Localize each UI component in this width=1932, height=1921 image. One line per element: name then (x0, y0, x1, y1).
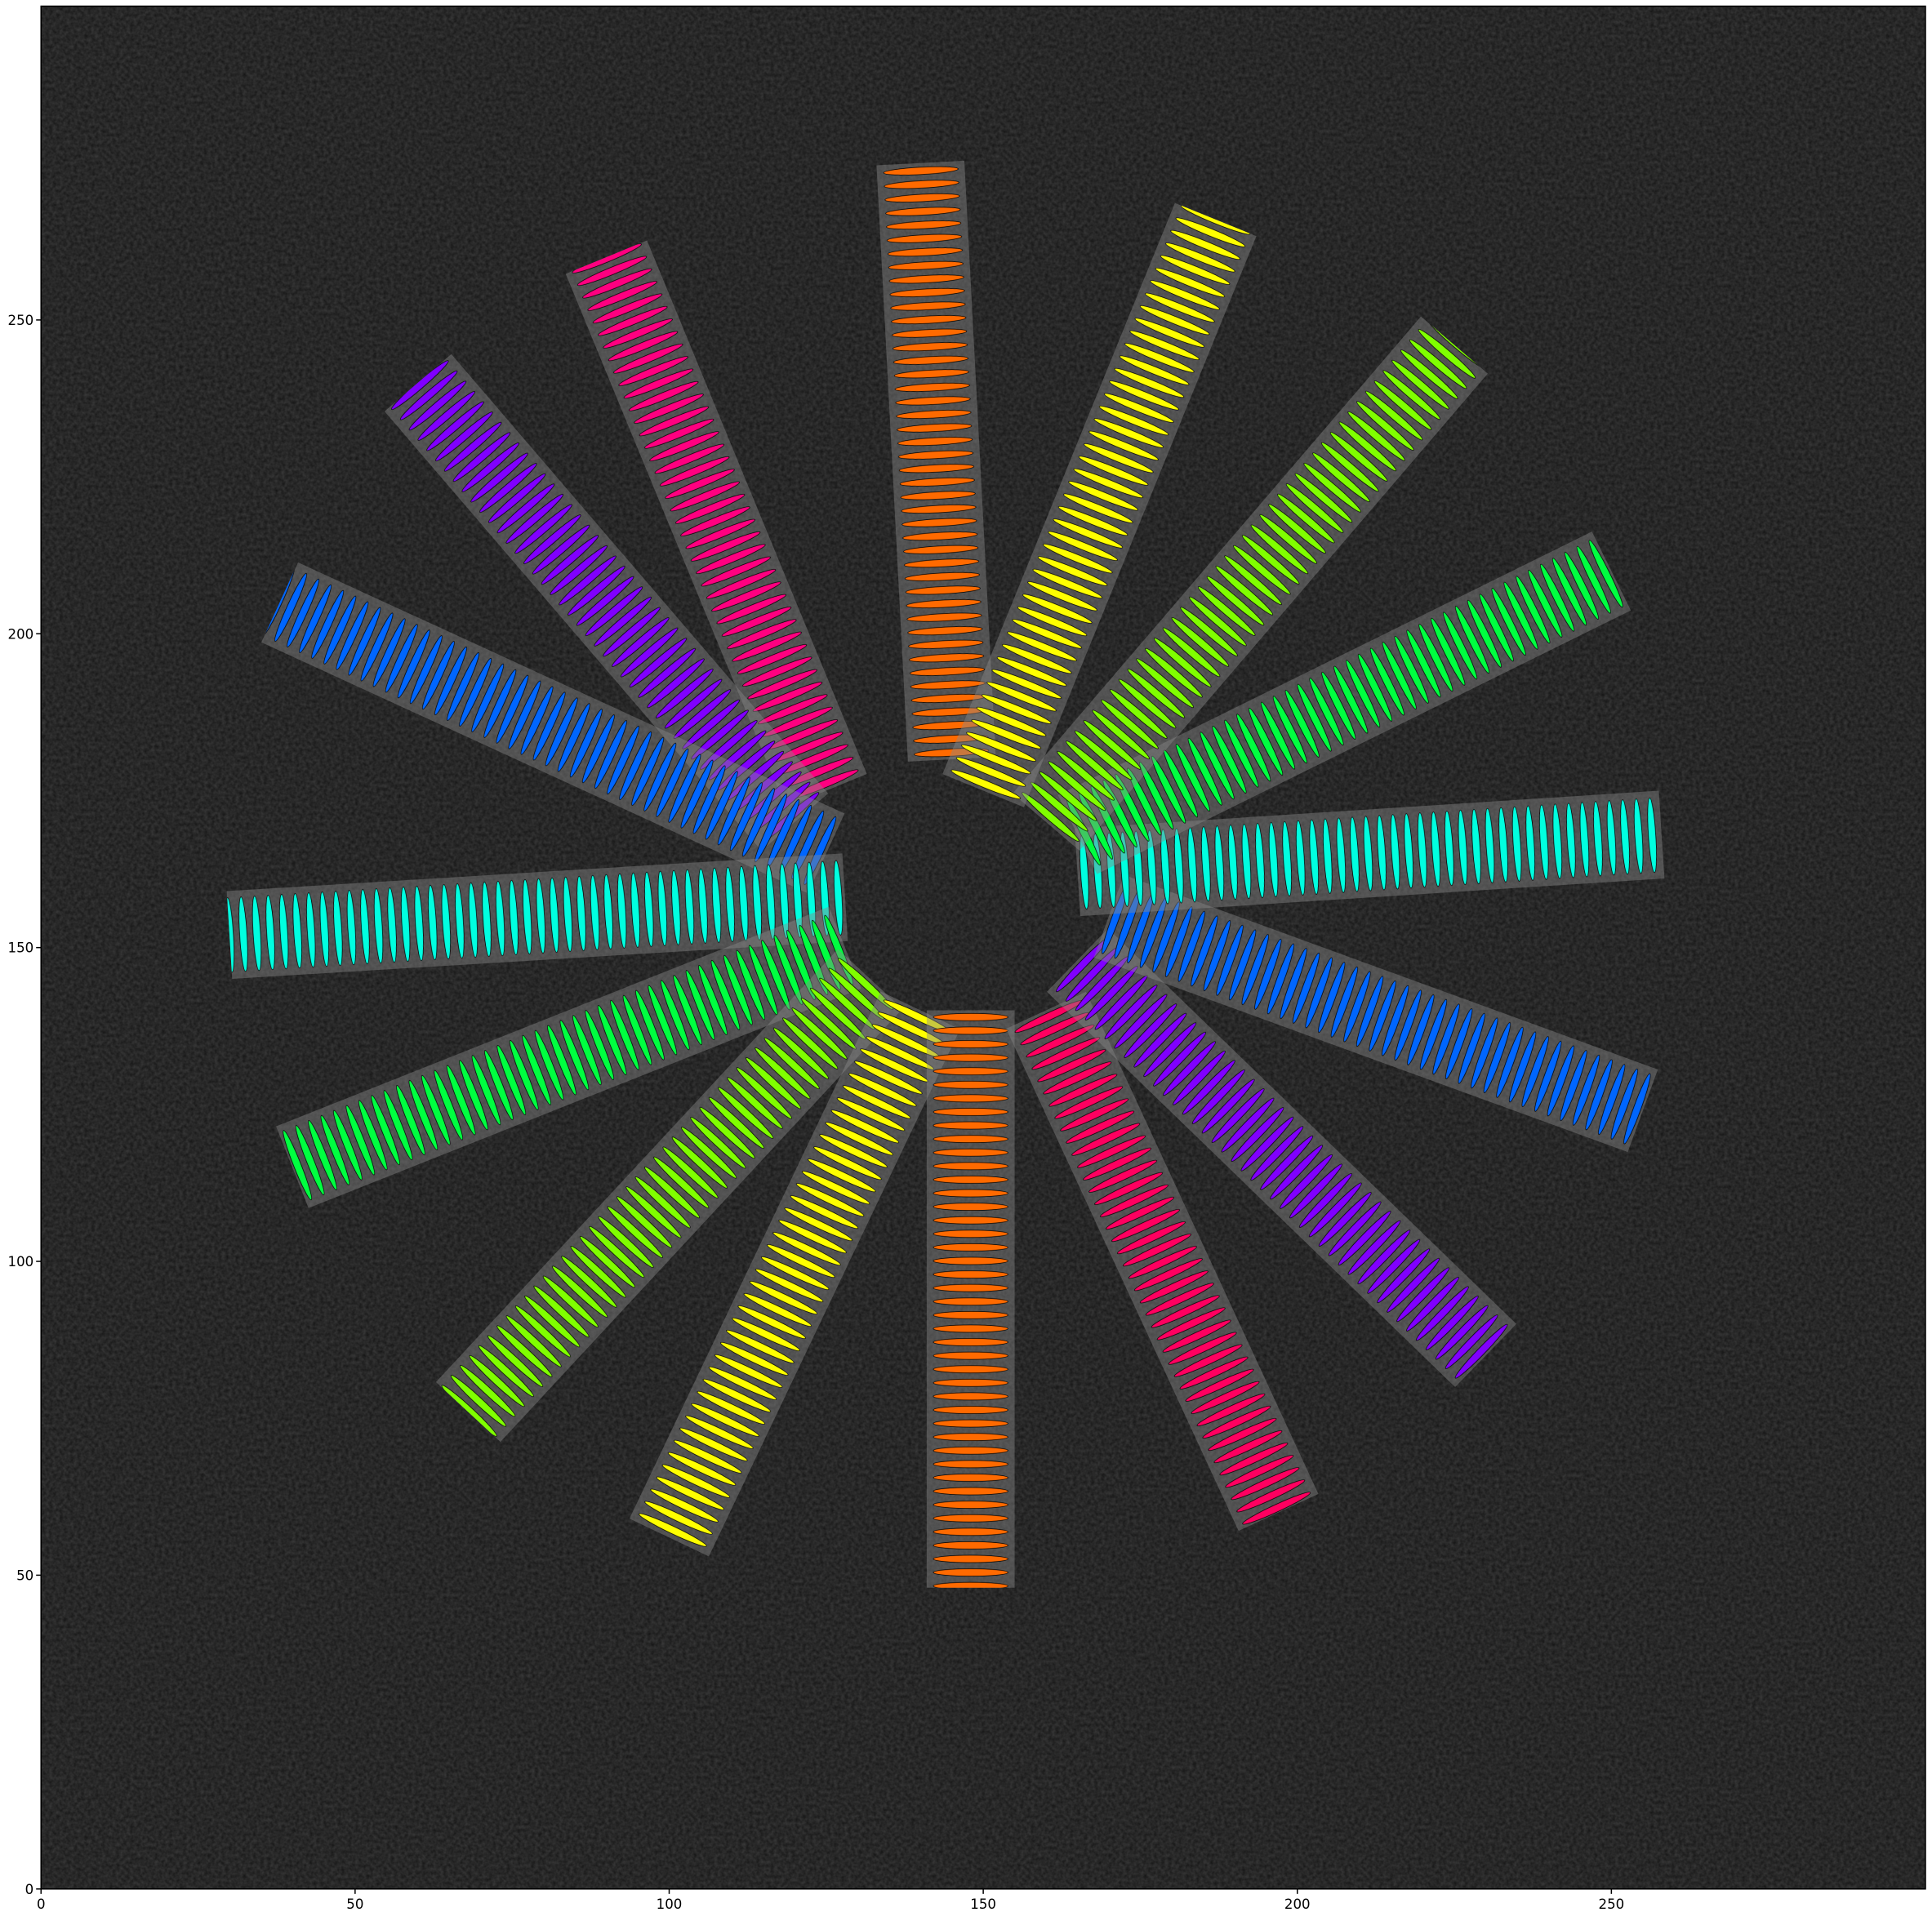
band (384, 354, 829, 851)
bands (226, 160, 1665, 1588)
y-tick-label: 150 (8, 940, 34, 956)
band (261, 562, 845, 894)
band (565, 240, 867, 807)
band (629, 991, 960, 1557)
band (876, 160, 996, 762)
y-tick-label: 200 (8, 626, 34, 642)
x-tick-label: 100 (657, 1897, 683, 1912)
band (1075, 790, 1665, 917)
x-tick-label: 150 (970, 1897, 996, 1912)
band (926, 1010, 1015, 1588)
y-tick-label: 250 (8, 313, 34, 328)
band (435, 949, 903, 1443)
band (1047, 928, 1516, 1388)
y-tick-label: 0 (25, 1882, 34, 1897)
band (226, 853, 848, 980)
x-tick-label: 250 (1599, 1897, 1625, 1912)
band (276, 906, 861, 1208)
x-tick-label: 200 (1284, 1897, 1311, 1912)
y-tick-label: 100 (8, 1254, 34, 1270)
y-tick-label: 50 (16, 1567, 33, 1583)
band (1006, 991, 1319, 1532)
band (942, 202, 1257, 807)
band (1057, 531, 1632, 874)
x-tick-label: 50 (346, 1897, 363, 1912)
band (1013, 316, 1488, 851)
x-tick-label: 0 (37, 1897, 46, 1912)
band (1093, 874, 1658, 1153)
